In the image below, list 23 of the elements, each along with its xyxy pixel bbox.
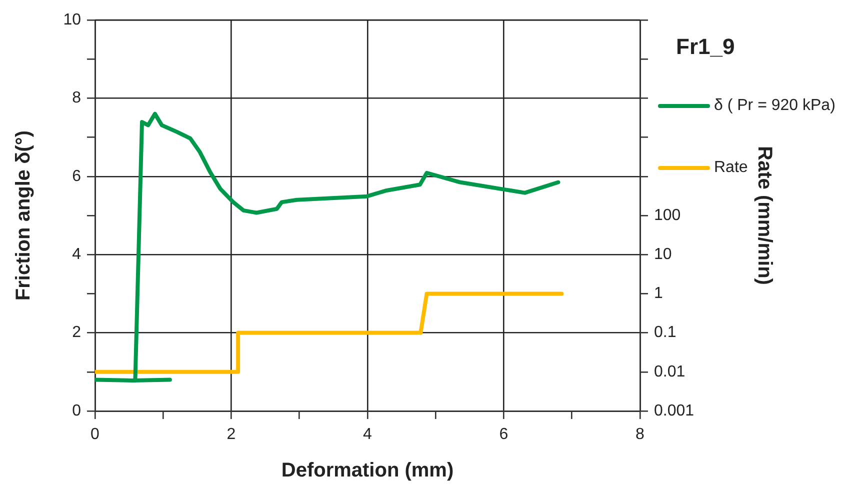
y2-axis-title: Rate (mm/min) <box>753 146 776 285</box>
legend-label: Rate <box>714 159 748 177</box>
x-tick-label: 4 <box>363 426 372 444</box>
text: Fr1_9 <box>676 34 735 60</box>
y-tick-label: 4 <box>72 246 82 264</box>
y-tick-label: 10 <box>63 11 82 28</box>
x-tick-label: 2 <box>226 426 236 444</box>
x-tick-label: 0 <box>90 426 100 444</box>
y2-tick-label: 0.001 <box>654 402 694 420</box>
y-axis-title: Friction angle δ(°) <box>12 130 35 301</box>
y2-tick-label: 10 <box>654 246 672 264</box>
y-tick-label: 6 <box>72 168 82 185</box>
y2-tick-label: 1 <box>654 285 663 302</box>
x-tick-label: 8 <box>636 426 645 444</box>
x-axis-title: Deformation (mm) <box>281 460 454 482</box>
y2-tick-label: 0.01 <box>654 363 686 380</box>
y2-tick-label: 0.1 <box>654 324 676 342</box>
y-tick-label: 8 <box>72 90 82 107</box>
y-tick-label: 0 <box>72 402 82 420</box>
x-tick-label: 6 <box>499 426 508 444</box>
y-tick-label: 2 <box>72 324 82 342</box>
y2-tick-label: 100 <box>654 206 681 224</box>
legend-label: δ ( Pr = 920 kPa) <box>714 97 836 115</box>
